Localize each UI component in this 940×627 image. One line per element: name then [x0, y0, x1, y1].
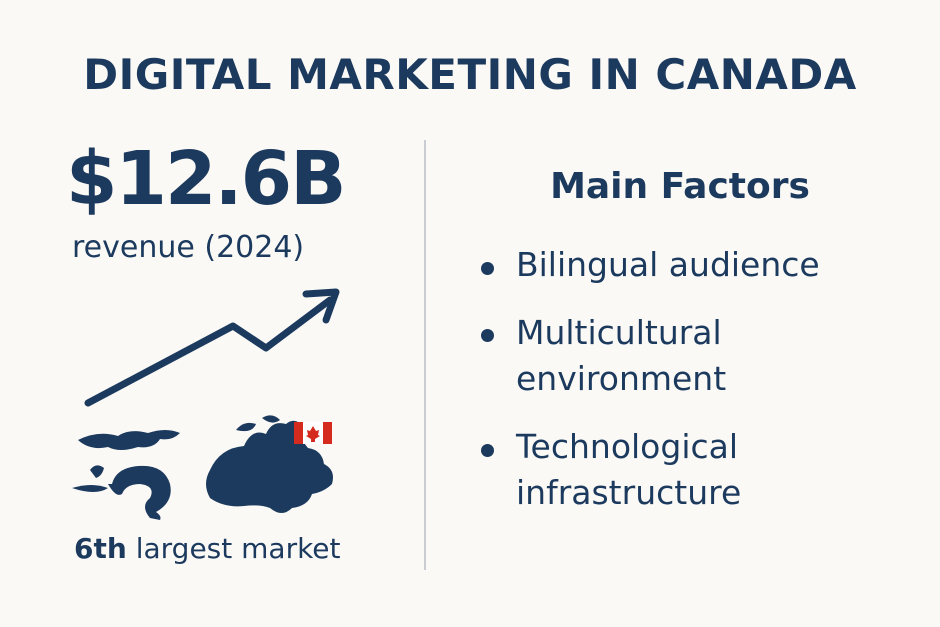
factor-item: Multicultural environment	[516, 313, 727, 398]
factor-item: Technological infrastructure	[516, 427, 742, 512]
canada-flag	[294, 422, 332, 444]
stat-label: revenue (2024)	[72, 230, 305, 265]
bullet	[481, 444, 494, 457]
bullet	[481, 329, 494, 342]
rank-text: largest market	[135, 532, 341, 565]
divider	[424, 140, 426, 570]
trend-arrow	[84, 288, 340, 407]
bullet	[481, 262, 494, 275]
stat-value: $12.6B	[66, 136, 346, 222]
title: DIGITAL MARKETING IN CANADA	[83, 50, 857, 99]
world-map	[72, 430, 180, 520]
rank-bold: 6th	[74, 532, 127, 565]
rank: 6th largest market	[74, 532, 341, 565]
factor-item: Bilingual audience	[516, 245, 820, 284]
factors-heading: Main Factors	[550, 166, 810, 207]
